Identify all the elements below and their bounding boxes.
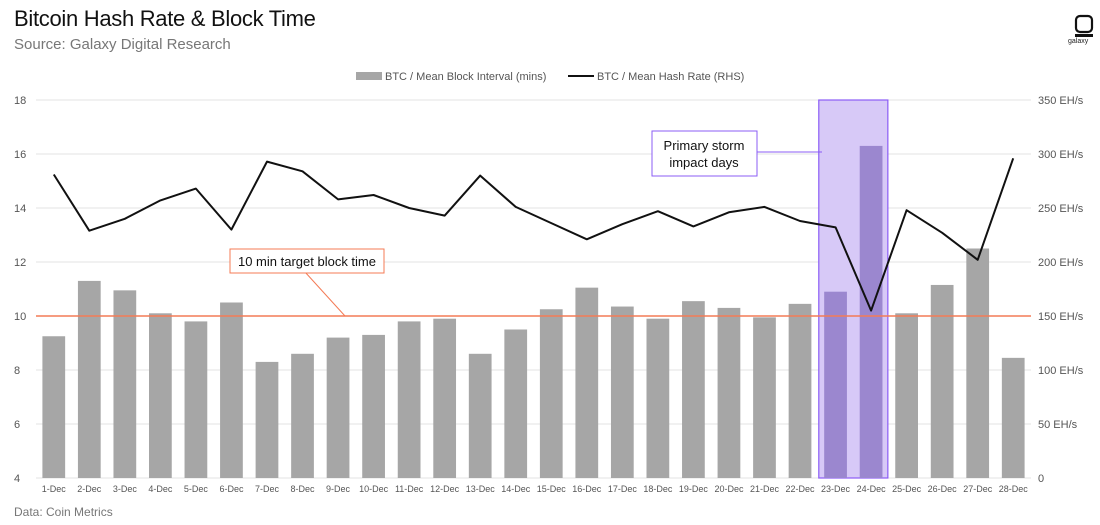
legend-label-bars: BTC / Mean Block Interval (mins) — [385, 71, 546, 83]
x-tick-label: 5-Dec — [184, 484, 209, 494]
y-left-tick-label: 18 — [14, 95, 26, 107]
target-label-box — [229, 248, 385, 274]
x-tick-label: 21-Dec — [750, 484, 780, 494]
storm-label-box — [651, 130, 758, 177]
bar-8-Dec — [291, 353, 314, 478]
bar-27-Dec — [966, 248, 990, 478]
bar-23-Dec — [824, 291, 847, 478]
legend: BTC / Mean Block Interval (mins) BTC / Me… — [356, 71, 744, 83]
y-right-tick-label: 50 EH/s — [1038, 419, 1078, 431]
y-left-tick-label: 6 — [14, 419, 20, 431]
x-tick-label: 7-Dec — [255, 484, 280, 494]
x-tick-label: 6-Dec — [219, 484, 244, 494]
axes-group: 4 6 8 10 12 14 16 18 0 50 EH/s 100 EH/s 150 EH/s 200… — [14, 95, 1084, 494]
y-right-tick-label: 150 EH/s — [1038, 311, 1084, 323]
bar-15-Dec — [539, 309, 563, 478]
y-right-tick-label: 100 EH/s — [1038, 365, 1084, 377]
bar-20-Dec — [717, 307, 741, 478]
x-tick-label: 18-Dec — [643, 484, 673, 494]
x-tick-label: 23-Dec — [821, 484, 851, 494]
x-tick-label: 28-Dec — [999, 484, 1029, 494]
bar-14-Dec — [504, 329, 528, 478]
annotations: 10 min target block time Primary storm imp… — [229, 130, 822, 317]
footer-source: Data: Coin Metrics — [14, 505, 113, 519]
x-tick-label: 2-Dec — [77, 484, 102, 494]
legend-swatch-bars — [356, 72, 382, 80]
bar-18-Dec — [646, 318, 670, 478]
x-tick-label: 15-Dec — [537, 484, 567, 494]
bar-11-Dec — [397, 321, 421, 478]
y-left-tick-label: 10 — [14, 311, 26, 323]
x-tick-label: 16-Dec — [572, 484, 602, 494]
x-tick-label: 9-Dec — [326, 484, 351, 494]
x-tick-label: 20-Dec — [714, 484, 744, 494]
x-tick-label: 8-Dec — [291, 484, 316, 494]
x-tick-label: 13-Dec — [466, 484, 496, 494]
bar-22-Dec — [788, 303, 812, 478]
x-tick-label: 1-Dec — [42, 484, 67, 494]
y-left-tick-label: 16 — [14, 149, 26, 161]
x-tick-label: 25-Dec — [892, 484, 922, 494]
x-tick-label: 3-Dec — [113, 484, 138, 494]
x-tick-label: 17-Dec — [608, 484, 638, 494]
bar-16-Dec — [575, 287, 599, 478]
y-left-tick-label: 14 — [14, 203, 26, 215]
y-right-tick-label: 300 EH/s — [1038, 149, 1084, 161]
storm-label-line1: Primary storm — [664, 138, 745, 153]
bar-17-Dec — [610, 306, 634, 478]
y-left-tick-label: 12 — [14, 257, 26, 269]
bar-25-Dec — [895, 313, 918, 478]
target-label-connector — [304, 271, 346, 317]
bar-24-Dec — [859, 145, 883, 478]
bars-group — [42, 145, 1025, 478]
bar-21-Dec — [753, 317, 776, 478]
bar-9-Dec — [326, 337, 350, 478]
y-right-tick-label: 350 EH/s — [1038, 95, 1084, 107]
x-tick-label: 26-Dec — [928, 484, 958, 494]
chart-title: Bitcoin Hash Rate & Block Time — [14, 6, 316, 31]
y-right-tick-label: 200 EH/s — [1038, 257, 1084, 269]
y-right-tick-label: 250 EH/s — [1038, 203, 1084, 215]
hashrate-line — [52, 157, 1015, 312]
x-tick-label: 22-Dec — [786, 484, 816, 494]
bar-19-Dec — [682, 301, 705, 478]
y-left-tick-label: 8 — [14, 365, 20, 377]
bar-2-Dec — [77, 280, 101, 478]
y-left-tick-label: 4 — [14, 473, 20, 485]
bar-26-Dec — [930, 284, 954, 478]
x-tick-label: 27-Dec — [963, 484, 993, 494]
bar-3-Dec — [113, 290, 137, 478]
storm-label-line2: impact days — [669, 155, 739, 170]
bar-1-Dec — [42, 336, 66, 478]
chart-subtitle: Source: Galaxy Digital Research — [14, 36, 231, 53]
bar-4-Dec — [149, 313, 172, 478]
x-tick-label: 4-Dec — [148, 484, 173, 494]
hashrate-line-group — [52, 157, 1015, 312]
bar-7-Dec — [255, 361, 279, 478]
x-tick-label: 14-Dec — [501, 484, 531, 494]
x-tick-label: 19-Dec — [679, 484, 709, 494]
galaxy-logo-icon — [1074, 14, 1094, 37]
x-tick-label: 12-Dec — [430, 484, 460, 494]
x-tick-label: 11-Dec — [395, 484, 424, 494]
bar-28-Dec — [1001, 357, 1025, 478]
logo-text: galaxy — [1068, 38, 1089, 45]
x-tick-label: 10-Dec — [359, 484, 389, 494]
bar-10-Dec — [362, 334, 385, 478]
bar-12-Dec — [433, 318, 457, 478]
x-tick-label: 24-Dec — [857, 484, 887, 494]
target-label-text: 10 min target block time — [238, 254, 376, 269]
bar-5-Dec — [184, 321, 208, 478]
bar-13-Dec — [468, 353, 492, 478]
legend-label-line: BTC / Mean Hash Rate (RHS) — [597, 71, 744, 83]
bar-6-Dec — [220, 302, 243, 478]
y-right-tick-label: 0 — [1038, 473, 1044, 485]
